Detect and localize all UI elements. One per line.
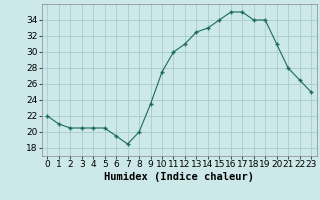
- X-axis label: Humidex (Indice chaleur): Humidex (Indice chaleur): [104, 172, 254, 182]
